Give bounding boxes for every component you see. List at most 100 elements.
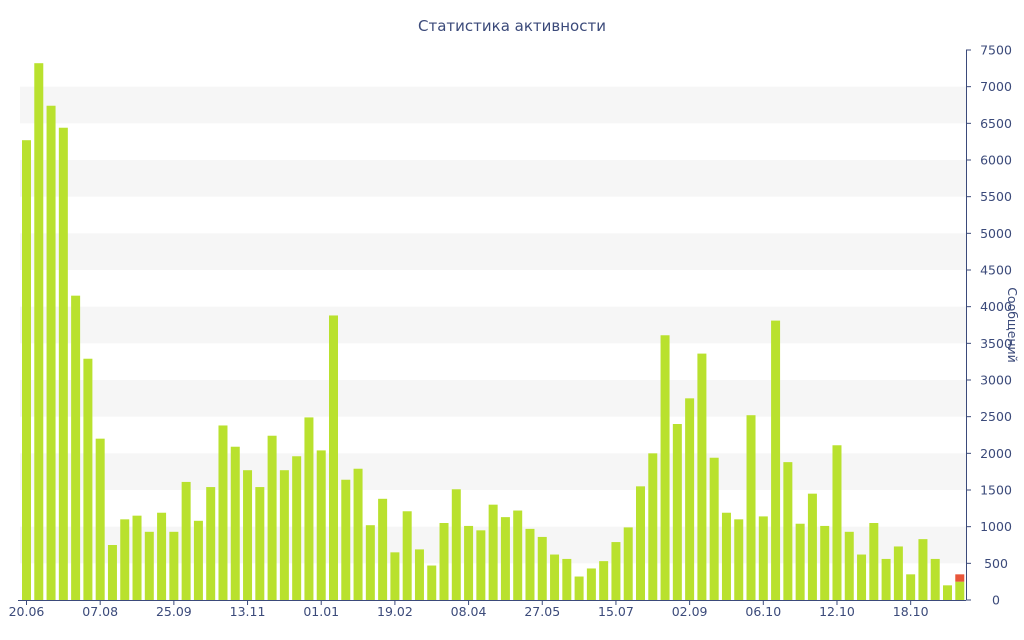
bar xyxy=(562,558,572,600)
bar xyxy=(34,63,44,600)
y-tick-label: 3500 xyxy=(980,336,1012,351)
bar xyxy=(623,527,633,600)
bar xyxy=(304,417,314,600)
bar xyxy=(230,446,240,600)
bar xyxy=(783,462,793,600)
bar xyxy=(316,450,326,600)
x-tick-label: 27.05 xyxy=(524,604,560,619)
y-tick-label: 4000 xyxy=(980,299,1012,314)
bar xyxy=(206,487,216,600)
bar xyxy=(807,493,817,600)
grid-band xyxy=(20,380,966,417)
bar xyxy=(660,335,670,600)
bar xyxy=(157,512,167,600)
y-tick-label: 5000 xyxy=(980,226,1012,241)
y-tick-label: 6500 xyxy=(980,116,1012,131)
bar xyxy=(71,295,81,600)
grid-band xyxy=(20,453,966,490)
y-ticks: 0 500 1000 1500 2000 2500 3000 3500 4000 4500 5000… xyxy=(966,43,1012,608)
y-tick-label: 500 xyxy=(984,556,1008,571)
bar xyxy=(427,565,437,600)
bar xyxy=(537,536,547,600)
bar xyxy=(476,530,486,600)
grid-band xyxy=(20,233,966,270)
y-tick-label: 2500 xyxy=(980,409,1012,424)
bar xyxy=(181,481,191,600)
x-tick-label: 06.10 xyxy=(745,604,781,619)
bar xyxy=(341,479,351,600)
bar xyxy=(414,549,424,600)
x-tick-label: 13.11 xyxy=(230,604,266,619)
bar xyxy=(218,425,228,600)
x-tick-label: 25.09 xyxy=(156,604,192,619)
bar xyxy=(267,435,277,600)
grid-band xyxy=(20,160,966,197)
bar xyxy=(685,398,695,600)
y-tick-label: 3000 xyxy=(980,373,1012,388)
bar xyxy=(488,504,498,600)
bar xyxy=(758,516,768,600)
bar xyxy=(22,140,31,600)
grid-band xyxy=(20,306,966,344)
bar xyxy=(279,470,289,600)
y-tick-label: 1000 xyxy=(980,519,1012,534)
bar xyxy=(844,531,854,600)
x-tick-label: 07.08 xyxy=(82,604,118,619)
x-tick-label: 01.01 xyxy=(303,604,339,619)
bar xyxy=(329,315,338,600)
x-ticks: 20.06 07.08 25.09 13.11 01.01 19.02 08.04 27.05… xyxy=(9,600,929,619)
bar xyxy=(144,531,154,600)
bar xyxy=(451,489,461,600)
bar xyxy=(120,519,130,600)
chart-title: Статистика активности xyxy=(418,17,606,35)
x-tick-label: 18.10 xyxy=(893,604,929,619)
x-tick-label: 19.02 xyxy=(377,604,413,619)
x-tick-label: 12.10 xyxy=(819,604,855,619)
y-tick-label: 0 xyxy=(992,593,1000,608)
y-tick-label: 2000 xyxy=(980,446,1012,461)
bar xyxy=(402,511,412,600)
bar xyxy=(881,558,891,600)
bar xyxy=(648,453,658,600)
bar xyxy=(734,519,744,600)
bar xyxy=(832,445,842,600)
bar xyxy=(132,515,142,600)
bar xyxy=(353,468,363,600)
bar xyxy=(672,424,682,600)
y-tick-label: 6000 xyxy=(980,153,1012,168)
bar xyxy=(795,523,805,600)
y-tick-label: 7000 xyxy=(980,79,1012,94)
x-tick-label: 02.09 xyxy=(672,604,708,619)
bar xyxy=(95,438,105,600)
bar xyxy=(107,545,117,600)
bar xyxy=(771,320,781,600)
bar xyxy=(709,457,719,600)
bar xyxy=(550,554,560,600)
bar xyxy=(46,105,56,600)
bar xyxy=(721,512,731,600)
bar xyxy=(83,358,93,600)
bar xyxy=(599,561,609,600)
bars-group xyxy=(22,63,965,600)
bar xyxy=(365,525,375,600)
bar xyxy=(292,456,302,600)
bar xyxy=(820,525,830,600)
bar xyxy=(697,353,707,600)
bar xyxy=(586,568,596,600)
grid-band xyxy=(20,86,966,124)
bar xyxy=(525,528,535,600)
bar xyxy=(390,552,400,600)
y-tick-label: 1500 xyxy=(980,483,1012,498)
bar xyxy=(857,554,867,600)
bar xyxy=(58,127,68,600)
bar xyxy=(893,546,903,600)
bar xyxy=(243,470,253,600)
y-tick-label: 4500 xyxy=(980,263,1012,278)
grid-bands xyxy=(20,86,966,564)
bar xyxy=(611,542,621,600)
bar xyxy=(746,415,756,600)
bar xyxy=(930,558,940,600)
y-axis-label: Сообщений xyxy=(1005,287,1020,363)
